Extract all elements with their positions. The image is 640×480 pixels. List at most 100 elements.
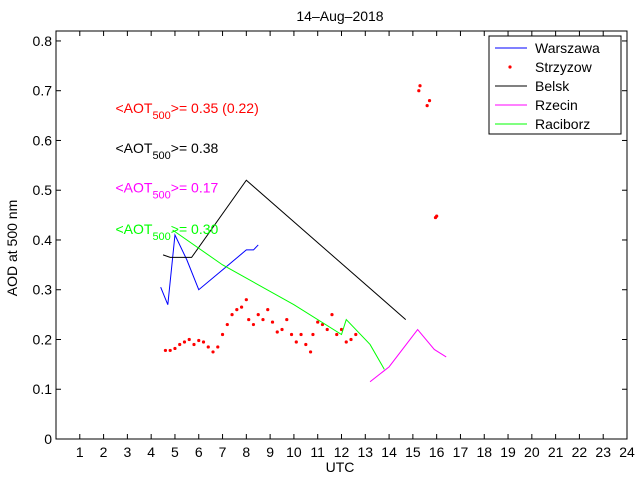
legend-label-0: Warszawa xyxy=(535,40,600,56)
data-point-1-6 xyxy=(192,342,196,347)
data-point-1-11 xyxy=(216,345,220,349)
x-tick-label-22: 23 xyxy=(595,444,611,460)
data-point-1-30 xyxy=(304,342,308,347)
legend-marker-1 xyxy=(508,65,512,69)
data-point-1-42 xyxy=(417,89,421,93)
x-tick-label-8: 9 xyxy=(266,444,274,460)
data-point-1-31 xyxy=(308,350,313,354)
annotation-1-value: >= 0.38 xyxy=(171,140,219,156)
x-tick-label-11: 12 xyxy=(334,444,350,460)
x-tick-label-6: 7 xyxy=(219,444,227,460)
data-point-1-25 xyxy=(280,327,284,332)
data-point-1-16 xyxy=(239,305,244,309)
x-tick-label-1: 2 xyxy=(100,444,108,460)
x-tick-label-18: 19 xyxy=(500,444,516,460)
data-point-1-39 xyxy=(344,340,348,344)
y-tick-label-2: 0.2 xyxy=(33,331,53,347)
data-point-1-41 xyxy=(354,332,358,337)
x-tick-label-5: 6 xyxy=(195,444,203,460)
data-point-1-18 xyxy=(247,317,251,322)
annotation-3-subscript: 500 xyxy=(152,231,170,243)
y-tick-label-8: 0.8 xyxy=(33,33,53,49)
annotation-0-value: >= 0.35 (0.22) xyxy=(171,100,259,116)
x-tick-label-15: 16 xyxy=(429,444,445,460)
series-line-4 xyxy=(172,229,385,370)
x-tick-label-19: 20 xyxy=(524,444,540,460)
annotation-3-prefix: <AOT xyxy=(115,221,152,237)
data-point-1-13 xyxy=(225,322,229,327)
data-point-1-0 xyxy=(163,348,168,353)
data-point-1-10 xyxy=(211,350,215,354)
y-axis-label: AOD at 500 nm xyxy=(4,200,20,297)
data-point-1-23 xyxy=(270,320,275,324)
annotation-1: <AOT500>= 0.38 xyxy=(115,140,218,162)
series-line-2 xyxy=(162,179,407,320)
data-point-1-32 xyxy=(311,332,315,337)
data-point-1-34 xyxy=(320,322,325,327)
x-tick-label-21: 22 xyxy=(572,444,588,460)
data-point-1-4 xyxy=(182,340,187,344)
chart-title: 14–Aug–2018 xyxy=(296,8,383,24)
data-point-1-47 xyxy=(435,214,439,218)
x-tick-label-10: 11 xyxy=(310,444,325,460)
x-tick-label-12: 13 xyxy=(358,444,374,460)
annotation-2: <AOT500>= 0.17 xyxy=(115,180,218,202)
legend-label-4: Raciborz xyxy=(535,116,590,132)
data-point-1-9 xyxy=(206,345,210,349)
data-point-1-43 xyxy=(418,84,422,88)
data-point-1-29 xyxy=(299,332,303,337)
y-tick-label-3: 0.3 xyxy=(33,282,53,298)
y-tick-label-5: 0.5 xyxy=(33,182,53,198)
x-tick-label-3: 4 xyxy=(147,444,155,460)
data-point-1-26 xyxy=(285,317,289,322)
data-point-1-1 xyxy=(168,348,172,353)
x-tick-label-4: 5 xyxy=(171,444,179,460)
legend-label-3: Rzecin xyxy=(535,97,578,113)
legend-box xyxy=(488,35,622,135)
x-tick-label-2: 3 xyxy=(123,444,131,460)
annotation-3: <AOT500>= 0.30 xyxy=(115,221,218,243)
data-point-1-45 xyxy=(427,99,432,103)
data-point-1-36 xyxy=(330,313,334,317)
annotation-0-subscript: 500 xyxy=(152,110,170,122)
y-tick-label-0: 0 xyxy=(44,431,52,447)
legend-label-1: Strzyzow xyxy=(535,59,593,75)
data-point-1-27 xyxy=(289,332,294,337)
x-tick-label-7: 8 xyxy=(242,444,250,460)
x-tick-label-0: 1 xyxy=(76,444,84,460)
data-point-1-44 xyxy=(425,104,429,108)
annotation-3-value: >= 0.30 xyxy=(171,221,219,237)
data-point-1-38 xyxy=(339,327,344,332)
data-point-1-14 xyxy=(230,313,234,317)
annotation-0: <AOT500>= 0.35 (0.22) xyxy=(115,100,258,122)
data-point-1-37 xyxy=(335,332,339,337)
data-point-1-19 xyxy=(251,322,256,327)
annotations: <AOT500>= 0.35 (0.22)<AOT500>= 0.38<AOT5… xyxy=(115,100,258,243)
data-point-1-28 xyxy=(294,340,298,344)
x-tick-label-13: 14 xyxy=(381,444,397,460)
data-point-1-21 xyxy=(261,317,265,322)
data-point-1-22 xyxy=(266,308,270,312)
data-point-1-33 xyxy=(316,320,320,324)
y-tick-label-6: 0.6 xyxy=(33,132,53,148)
data-point-1-15 xyxy=(235,308,239,312)
x-tick-label-9: 10 xyxy=(286,444,302,460)
x-tick-label-23: 24 xyxy=(619,444,635,460)
data-point-1-24 xyxy=(275,330,279,334)
y-tick-label-4: 0.4 xyxy=(33,232,53,248)
y-tick-label-1: 0.1 xyxy=(33,381,53,397)
annotation-2-subscript: 500 xyxy=(152,190,170,202)
data-point-1-3 xyxy=(178,342,182,347)
annotation-0-prefix: <AOT xyxy=(115,100,152,116)
x-tick-label-17: 18 xyxy=(476,444,492,460)
annotation-2-value: >= 0.17 xyxy=(171,180,219,196)
annotation-1-subscript: 500 xyxy=(152,150,170,162)
legend-label-2: Belsk xyxy=(535,78,570,94)
data-point-1-35 xyxy=(325,327,329,332)
plot-area: 1 2 3 4 5 6 7 8 9 10 11 12 13 14 15 16 17 18 19 20 21 22 23 240… xyxy=(33,30,635,460)
data-point-1-12 xyxy=(220,332,225,337)
data-point-1-7 xyxy=(197,338,201,343)
series-line-3 xyxy=(369,328,447,383)
data-point-1-8 xyxy=(201,340,206,344)
legend: Warszawa Strzyzow Belsk Rzecin Raciborz xyxy=(488,35,622,135)
